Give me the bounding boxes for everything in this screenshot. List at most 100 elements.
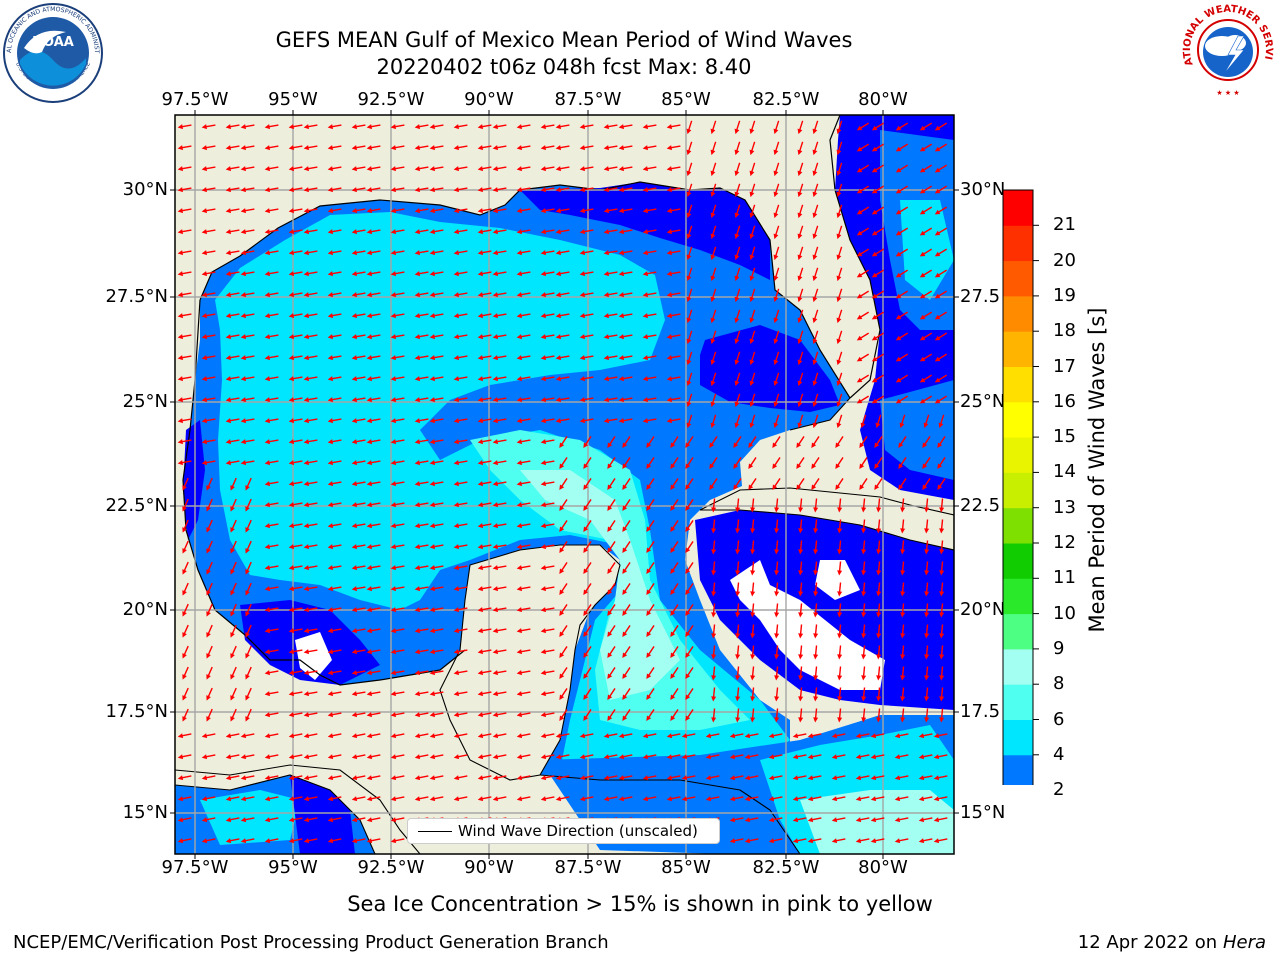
wind-arrow-head bbox=[773, 359, 779, 366]
wind-arrow-head bbox=[225, 292, 232, 298]
wind-arrow-head bbox=[327, 775, 334, 781]
wind-arrow-head bbox=[559, 715, 565, 722]
wind-arrow-head bbox=[871, 125, 878, 131]
wind-arrow-head bbox=[642, 355, 649, 361]
wind-arrow-head bbox=[831, 775, 838, 781]
wind-arrow-head bbox=[919, 251, 926, 257]
wind-arrow-head bbox=[303, 439, 310, 445]
wind-arrow-head bbox=[796, 442, 802, 449]
wind-arrow-head bbox=[774, 549, 780, 555]
wind-arrow-head bbox=[288, 145, 295, 151]
wind-arrow-head bbox=[579, 187, 586, 193]
wind-arrow-head bbox=[934, 293, 941, 299]
wind-arrow-head bbox=[836, 128, 842, 135]
wind-arrow-head bbox=[516, 565, 523, 571]
wind-arrow-head bbox=[837, 675, 843, 681]
wind-arrow-head bbox=[201, 145, 208, 151]
wind-arrow-head bbox=[288, 229, 295, 235]
wind-arrow-head bbox=[477, 355, 484, 361]
wind-arrow-head bbox=[303, 733, 310, 739]
wind-arrow-head bbox=[366, 628, 373, 634]
wind-arrow-head bbox=[366, 523, 373, 529]
wind-arrow-head bbox=[939, 696, 945, 702]
wind-arrow-head bbox=[327, 460, 334, 466]
colorbar-segment bbox=[1003, 507, 1033, 544]
wind-arrow-head bbox=[366, 187, 373, 193]
lat-label-right: 25°N bbox=[960, 391, 1006, 412]
wind-arrow-head bbox=[182, 632, 187, 638]
wind-arrow-head bbox=[492, 124, 499, 130]
wind-arrow-head bbox=[390, 355, 397, 361]
wind-arrow-head bbox=[918, 838, 925, 844]
gulf-pale-band bbox=[520, 470, 680, 700]
wind-arrow-head bbox=[831, 817, 838, 823]
wind-arrow-head bbox=[230, 569, 235, 575]
wind-arrow-head bbox=[366, 649, 373, 655]
wind-arrow-head bbox=[934, 209, 941, 215]
wind-arrow-head bbox=[230, 674, 235, 680]
wind-arrow-head bbox=[670, 526, 676, 533]
colorbar-segment bbox=[1003, 331, 1033, 367]
colorbar bbox=[1002, 189, 1039, 785]
wind-arrow-head bbox=[303, 775, 310, 781]
wind-arrow-head bbox=[240, 754, 247, 760]
wind-arrow-head bbox=[583, 568, 589, 575]
wind-arrow-head bbox=[934, 335, 941, 341]
wind-arrow-head bbox=[813, 549, 819, 555]
wind-arrow-head bbox=[453, 670, 460, 676]
wind-arrow-head bbox=[922, 442, 928, 449]
wind-arrow-head bbox=[618, 208, 625, 214]
wind-arrow-head bbox=[710, 233, 716, 240]
wind-arrow-head bbox=[812, 359, 818, 366]
wind-arrow-head bbox=[540, 607, 547, 613]
wind-arrow-head bbox=[555, 775, 562, 781]
wind-arrow-head bbox=[618, 334, 625, 340]
wind-arrow-head bbox=[685, 547, 691, 554]
wind-arrow-head bbox=[603, 376, 610, 382]
wind-arrow-head bbox=[201, 124, 208, 130]
wind-arrow-head bbox=[773, 401, 779, 408]
wind-arrow-head bbox=[245, 653, 250, 659]
wind-arrow-head bbox=[555, 397, 562, 403]
wind-arrow-head bbox=[177, 796, 184, 802]
wind-arrow-head bbox=[414, 565, 421, 571]
wind-arrow-head bbox=[870, 817, 877, 823]
wind-arrow-head bbox=[859, 463, 865, 470]
wind-arrow-head bbox=[492, 187, 499, 193]
wind-arrow-head bbox=[919, 230, 926, 236]
wind-arrow-head bbox=[177, 397, 184, 403]
wind-arrow-head bbox=[288, 670, 295, 676]
wind-arrow-head bbox=[710, 149, 716, 156]
wind-arrow-head bbox=[453, 607, 460, 613]
wind-arrow-head bbox=[240, 796, 247, 802]
wind-arrow-head bbox=[735, 696, 741, 702]
wind-arrow-head bbox=[646, 715, 652, 722]
wind-arrow-head bbox=[492, 355, 499, 361]
lon-label-bottom: 82.5°W bbox=[752, 857, 820, 878]
wind-arrow-head bbox=[871, 335, 878, 341]
lat-label-left: 30°N bbox=[122, 179, 168, 200]
wind-arrow-head bbox=[835, 484, 841, 491]
wind-arrow-head bbox=[414, 229, 421, 235]
wind-arrow-head bbox=[351, 817, 358, 823]
wind-arrow-head bbox=[666, 271, 673, 277]
wind-arrow-head bbox=[477, 796, 484, 802]
wind-arrow-head bbox=[559, 505, 565, 512]
wind-arrow-head bbox=[711, 612, 717, 618]
wind-arrow-head bbox=[245, 695, 250, 701]
wind-arrow-head bbox=[798, 549, 804, 555]
wind-arrow-head bbox=[579, 292, 586, 298]
wind-arrow-head bbox=[666, 418, 673, 424]
wind-arrow-head bbox=[225, 376, 232, 382]
wind-arrow-head bbox=[859, 484, 865, 491]
wind-arrow-head bbox=[201, 775, 208, 781]
wind-arrow-head bbox=[583, 526, 589, 533]
wind-arrow-head bbox=[734, 128, 740, 135]
wind-arrow-head bbox=[768, 733, 775, 739]
wind-arrow-head bbox=[555, 355, 562, 361]
wind-arrow-head bbox=[453, 313, 460, 319]
wind-arrow-head bbox=[303, 334, 310, 340]
wind-arrow-head bbox=[685, 673, 691, 680]
wind-arrow-head bbox=[453, 250, 460, 256]
wind-arrow-head bbox=[288, 628, 295, 634]
